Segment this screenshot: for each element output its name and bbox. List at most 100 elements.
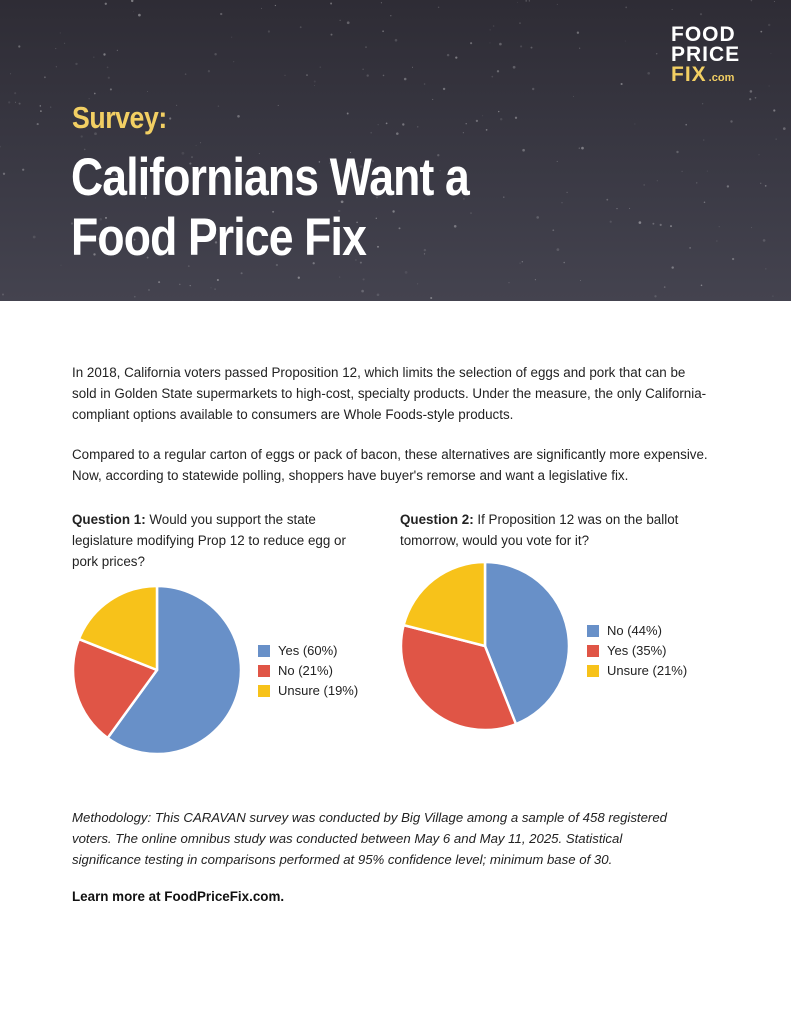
- speckle-dot: [0, 145, 1, 148]
- logo-dotcom: .com: [708, 72, 735, 84]
- speckle-dot: [158, 281, 161, 284]
- speckle-dot: [512, 65, 516, 69]
- speckle-dot: [532, 87, 535, 91]
- speckle-dot: [417, 283, 419, 285]
- speckle-dot: [237, 114, 240, 118]
- speckle-dot: [489, 29, 491, 31]
- speckle-dot: [700, 284, 703, 287]
- speckle-dot: [362, 278, 365, 281]
- legend-swatch: [587, 665, 599, 677]
- speckle-dot: [703, 201, 706, 204]
- speckle-dot: [144, 197, 147, 199]
- speckle-dot: [489, 42, 491, 44]
- speckle-dot: [616, 208, 618, 210]
- speckle-dot: [214, 241, 218, 244]
- speckle-dot: [176, 104, 178, 106]
- speckle-dot: [430, 296, 433, 300]
- legend-item: Unsure (19%): [258, 681, 358, 701]
- speckle-dot: [132, 10, 134, 12]
- legend-item: Yes (35%): [587, 641, 687, 661]
- speckle-dot: [670, 225, 672, 228]
- speckle-dot: [274, 4, 277, 7]
- speckle-dot: [767, 23, 771, 27]
- speckle-dot: [525, 0, 528, 2]
- question-1: Question 1: Would you support the state …: [72, 509, 372, 572]
- speckle-dot: [470, 42, 473, 45]
- speckle-dot: [556, 248, 560, 251]
- speckle-dot: [299, 26, 302, 29]
- speckle-dot: [392, 210, 395, 213]
- speckle-dot: [620, 82, 623, 86]
- speckle-dot: [338, 209, 341, 213]
- speckle-dot: [130, 0, 134, 3]
- speckle-dot: [148, 289, 150, 291]
- food-price-fix-logo[interactable]: FOOD PRICE FIX .com: [671, 23, 771, 88]
- speckle-dot: [103, 53, 106, 56]
- question-2-pie-chart: [399, 560, 571, 732]
- learn-more-link[interactable]: Learn more at FoodPriceFix.com.: [72, 889, 285, 904]
- speckle-dot: [534, 279, 536, 281]
- legend-swatch: [258, 645, 270, 657]
- speckle-dot: [93, 56, 95, 58]
- speckle-dot: [60, 264, 62, 266]
- speckle-dot: [107, 76, 110, 79]
- speckle-dot: [261, 7, 262, 9]
- speckle-dot: [652, 222, 655, 225]
- speckle-dot: [609, 220, 612, 223]
- speckle-dot: [768, 85, 770, 87]
- speckle-dot: [36, 123, 39, 126]
- speckle-dot: [319, 66, 322, 68]
- logo-line-food: FOOD: [671, 23, 736, 46]
- speckle-dot: [212, 229, 216, 233]
- speckle-dot: [758, 154, 760, 156]
- legend-swatch: [258, 665, 270, 677]
- speckle-dot: [361, 289, 364, 293]
- speckle-dot: [782, 127, 786, 130]
- speckle-dot: [754, 96, 757, 99]
- speckle-dot: [681, 170, 683, 173]
- speckle-dot: [561, 202, 563, 204]
- speckle-dot: [55, 66, 57, 68]
- speckle-dot: [442, 87, 446, 91]
- speckle-dot: [356, 221, 358, 224]
- speckle-dot: [133, 295, 136, 298]
- speckle-dot: [1, 293, 5, 296]
- speckle-dot: [396, 132, 399, 135]
- speckle-dot: [446, 53, 450, 57]
- speckle-dot: [220, 12, 223, 16]
- legend-swatch: [587, 625, 599, 637]
- speckle-dot: [116, 49, 119, 52]
- speckle-dot: [387, 168, 389, 170]
- speckle-dot: [330, 164, 333, 167]
- speckle-dot: [297, 276, 300, 279]
- speckle-dot: [375, 217, 377, 219]
- speckle-dot: [638, 221, 642, 224]
- speckle-dot: [749, 98, 752, 101]
- speckle-dot: [207, 70, 211, 73]
- speckle-dot: [272, 189, 274, 191]
- speckle-dot: [770, 52, 772, 55]
- speckle-dot: [330, 2, 333, 5]
- speckle-dot: [496, 70, 500, 73]
- legend-label: No (44%): [607, 623, 662, 638]
- speckle-dot: [115, 174, 117, 176]
- speckle-dot: [403, 77, 407, 81]
- speckle-dot: [581, 146, 584, 150]
- speckle-dot: [423, 248, 427, 252]
- speckle-dot: [122, 179, 124, 181]
- legend-label: Yes (60%): [278, 643, 338, 658]
- speckle-dot: [134, 230, 137, 233]
- question-1-legend: Yes (60%) No (21%) Unsure (19%): [258, 641, 358, 701]
- speckle-dot: [563, 261, 565, 264]
- speckle-dot: [412, 66, 413, 68]
- speckle-dot: [189, 162, 192, 165]
- speckle-dot: [350, 164, 351, 166]
- speckle-dot: [625, 6, 628, 9]
- speckle-dot: [267, 30, 270, 33]
- speckle-dot: [18, 102, 21, 105]
- speckle-dot: [566, 191, 568, 194]
- speckle-dot: [706, 170, 708, 172]
- pie-slice-no: [483, 560, 571, 726]
- speckle-dot: [492, 25, 495, 27]
- speckle-dot: [138, 13, 141, 17]
